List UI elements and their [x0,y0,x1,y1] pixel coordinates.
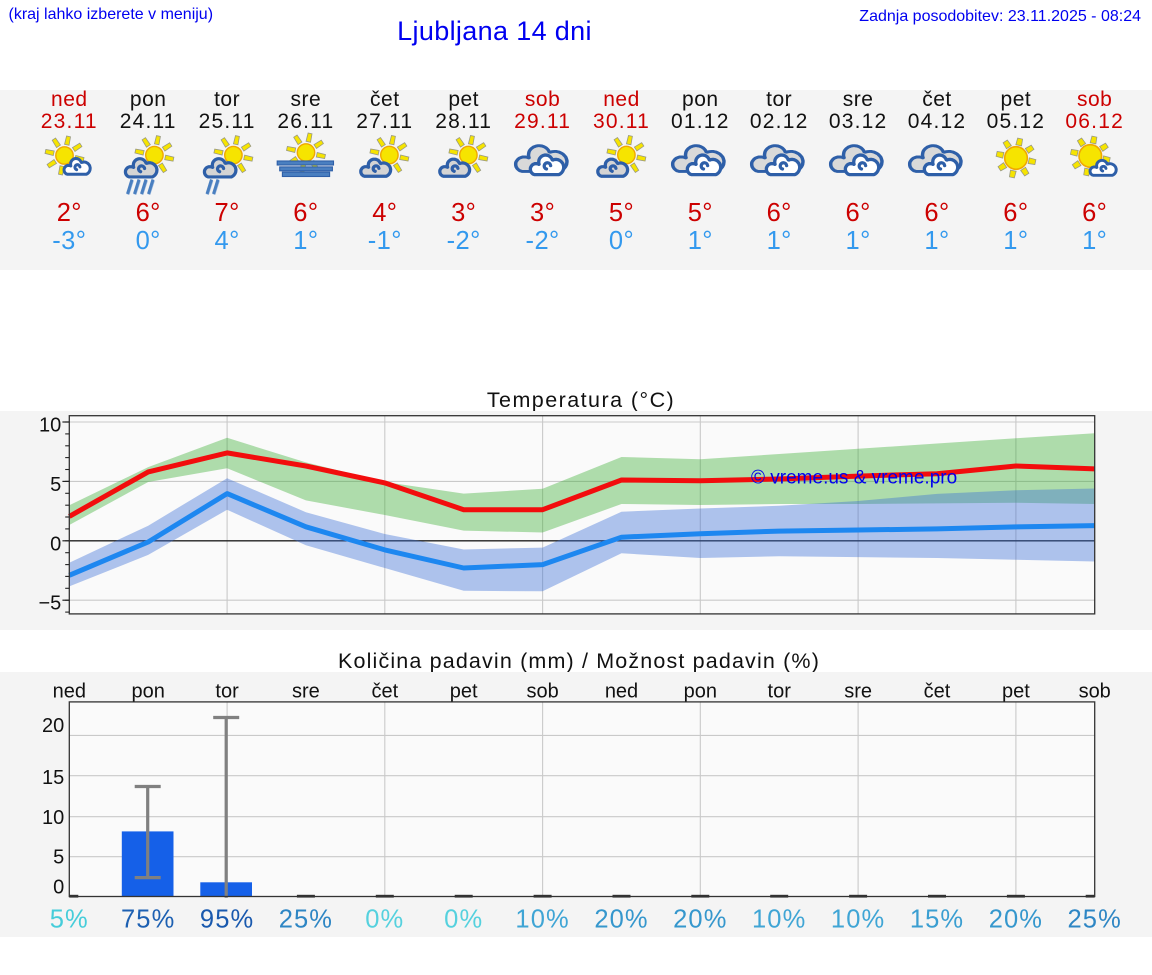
svg-text:sre: sre [844,681,872,703]
svg-text:pet: pet [450,681,478,703]
svg-text:15%: 15% [910,906,964,934]
svg-text:−5: −5 [38,593,61,615]
svg-text:5: 5 [53,847,64,869]
svg-text:0%: 0% [365,906,404,934]
svg-text:95%: 95% [200,906,254,934]
svg-text:10%: 10% [515,906,569,934]
svg-text:20%: 20% [594,906,648,934]
svg-text:čet: čet [924,681,951,703]
svg-text:10: 10 [39,415,61,437]
svg-text:10%: 10% [831,906,885,934]
svg-text:15: 15 [42,767,64,789]
svg-text:čet: čet [371,681,398,703]
svg-text:ned: ned [53,681,86,703]
svg-text:25%: 25% [279,906,333,934]
svg-text:0: 0 [53,876,64,898]
svg-text:pon: pon [684,681,717,703]
svg-text:20: 20 [42,715,64,737]
svg-text:20%: 20% [673,906,727,934]
svg-text:pet: pet [1002,681,1030,703]
svg-text:tor: tor [768,681,792,703]
svg-text:© vreme.us & vreme.pro: © vreme.us & vreme.pro [751,468,957,489]
svg-text:sob: sob [526,681,558,703]
svg-text:10%: 10% [752,906,806,934]
svg-text:sre: sre [292,681,320,703]
svg-text:20%: 20% [989,906,1043,934]
svg-text:0: 0 [50,533,61,555]
svg-text:75%: 75% [121,906,175,934]
svg-text:pon: pon [132,681,165,703]
svg-text:10: 10 [42,807,64,829]
svg-text:tor: tor [215,681,239,703]
svg-text:5: 5 [50,474,61,496]
svg-text:ned: ned [605,681,638,703]
svg-text:0%: 0% [444,906,483,934]
svg-text:sob: sob [1079,681,1111,703]
svg-text:5%: 5% [50,906,89,934]
svg-text:25%: 25% [1068,906,1122,934]
